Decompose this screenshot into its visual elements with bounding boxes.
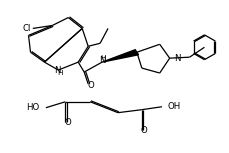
Text: O: O xyxy=(64,118,71,127)
Text: O: O xyxy=(140,126,147,135)
Polygon shape xyxy=(102,50,138,62)
Text: N: N xyxy=(54,66,60,75)
Text: O: O xyxy=(87,81,93,90)
Text: HO: HO xyxy=(26,103,40,112)
Text: OH: OH xyxy=(167,102,180,111)
Text: H: H xyxy=(57,70,63,76)
Text: Cl: Cl xyxy=(23,24,31,33)
Text: H: H xyxy=(99,55,105,61)
Text: N: N xyxy=(173,54,180,63)
Text: N: N xyxy=(99,56,105,65)
